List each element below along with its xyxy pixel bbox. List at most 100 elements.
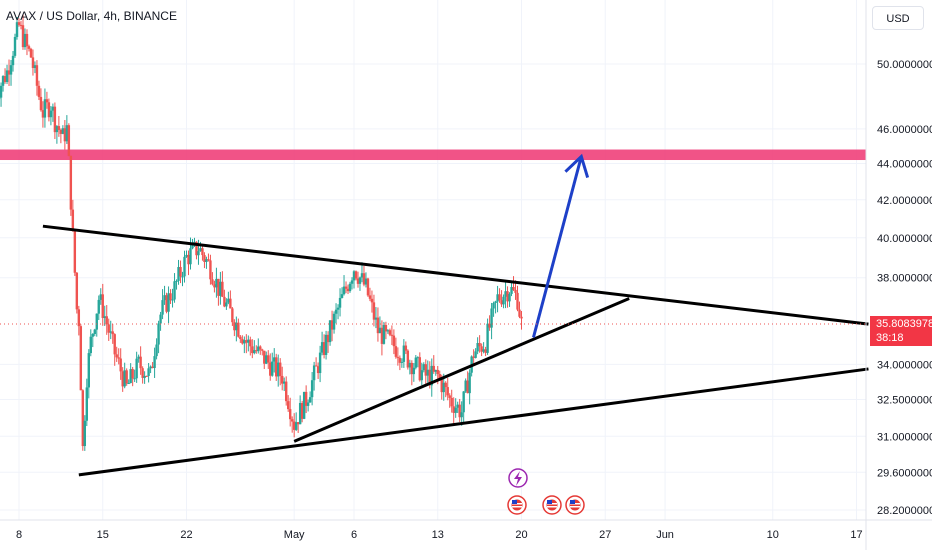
arrow-shaft bbox=[532, 156, 583, 338]
candle bbox=[518, 301, 521, 319]
time-axis: 8 15 22 May 6 13 20 27 Jun 10 17 bbox=[16, 529, 863, 541]
descending-trendline bbox=[42, 224, 869, 326]
candle bbox=[294, 412, 298, 432]
candle bbox=[251, 339, 254, 359]
candle bbox=[15, 17, 19, 40]
candle bbox=[402, 339, 406, 368]
candle bbox=[498, 288, 501, 303]
candle bbox=[203, 252, 206, 269]
us-flag-event-icon[interactable] bbox=[565, 495, 585, 515]
candle bbox=[57, 115, 61, 137]
candle bbox=[39, 88, 43, 112]
candle bbox=[127, 379, 130, 385]
candle bbox=[53, 102, 57, 139]
candle bbox=[464, 378, 467, 393]
y-tick-label: 40.0000000 bbox=[877, 233, 932, 245]
candle bbox=[81, 389, 85, 451]
candle bbox=[490, 302, 493, 340]
x-tick-label: 22 bbox=[180, 529, 192, 541]
candle bbox=[382, 321, 386, 345]
x-tick-label: 13 bbox=[432, 529, 444, 541]
candle bbox=[494, 300, 497, 314]
candle bbox=[308, 391, 312, 403]
candle bbox=[201, 246, 204, 261]
candle bbox=[223, 289, 226, 308]
candle bbox=[233, 319, 236, 337]
x-tick-label: 10 bbox=[767, 529, 779, 541]
candle bbox=[430, 358, 433, 397]
candle bbox=[398, 355, 402, 371]
candle bbox=[354, 270, 358, 281]
candle bbox=[101, 283, 104, 326]
candle bbox=[71, 199, 75, 232]
candle bbox=[316, 362, 320, 379]
last-price-tag: 35.8083978 38:18 bbox=[870, 316, 932, 346]
candle bbox=[384, 321, 388, 340]
candle bbox=[13, 33, 17, 58]
candle bbox=[492, 301, 495, 317]
candle bbox=[306, 399, 310, 412]
candle bbox=[125, 368, 128, 386]
candle bbox=[370, 290, 374, 313]
x-tick-label: 8 bbox=[16, 529, 22, 541]
candle bbox=[109, 320, 112, 340]
candle bbox=[312, 361, 316, 391]
candle bbox=[77, 305, 81, 336]
candle bbox=[107, 318, 110, 341]
candle bbox=[187, 250, 190, 276]
candle bbox=[298, 395, 302, 425]
candle bbox=[149, 365, 152, 374]
candle bbox=[33, 61, 37, 74]
event-markers[interactable] bbox=[507, 468, 585, 515]
candle bbox=[147, 363, 150, 383]
candle bbox=[259, 345, 262, 355]
candle bbox=[55, 125, 59, 144]
y-tick-label: 28.2000000 bbox=[877, 505, 932, 517]
candle bbox=[350, 277, 354, 290]
candle bbox=[213, 280, 216, 293]
candles bbox=[0, 14, 523, 451]
candle bbox=[336, 304, 340, 320]
candle bbox=[97, 295, 100, 321]
candle bbox=[183, 250, 186, 283]
candle bbox=[322, 334, 326, 359]
candle bbox=[7, 59, 11, 86]
us-flag-event-icon[interactable] bbox=[507, 495, 527, 515]
y-tick-label: 42.0000000 bbox=[877, 195, 932, 207]
candle bbox=[5, 64, 9, 85]
candle bbox=[181, 271, 184, 287]
candle bbox=[376, 307, 380, 342]
candle bbox=[484, 346, 487, 357]
candle bbox=[290, 416, 294, 433]
candle bbox=[265, 351, 268, 365]
candle bbox=[155, 338, 158, 360]
candle bbox=[472, 349, 475, 365]
projection-arrow bbox=[532, 153, 590, 338]
us-flag-event-icon[interactable] bbox=[542, 495, 562, 515]
candle bbox=[119, 348, 122, 380]
candle bbox=[410, 360, 414, 386]
candle bbox=[408, 359, 412, 375]
candle bbox=[257, 338, 260, 354]
candle bbox=[283, 377, 286, 392]
candle bbox=[243, 336, 246, 354]
x-tick-label: 27 bbox=[599, 529, 611, 541]
candle bbox=[356, 271, 360, 288]
vertical-grid bbox=[18, 0, 857, 520]
x-tick-label: 15 bbox=[97, 529, 109, 541]
currency-selector[interactable]: USD bbox=[872, 6, 924, 30]
candle bbox=[179, 260, 182, 284]
candle bbox=[362, 265, 366, 287]
candle bbox=[19, 20, 23, 30]
candle bbox=[510, 280, 513, 297]
candle bbox=[237, 318, 240, 338]
candle bbox=[466, 371, 469, 394]
candle bbox=[133, 369, 136, 383]
candle bbox=[135, 351, 138, 383]
symbol-title: AVAX / US Dollar, 4h, BINANCE bbox=[6, 9, 177, 23]
candle bbox=[380, 320, 384, 356]
candle bbox=[35, 60, 39, 96]
candle bbox=[406, 349, 410, 370]
x-tick-label: May bbox=[284, 529, 305, 541]
